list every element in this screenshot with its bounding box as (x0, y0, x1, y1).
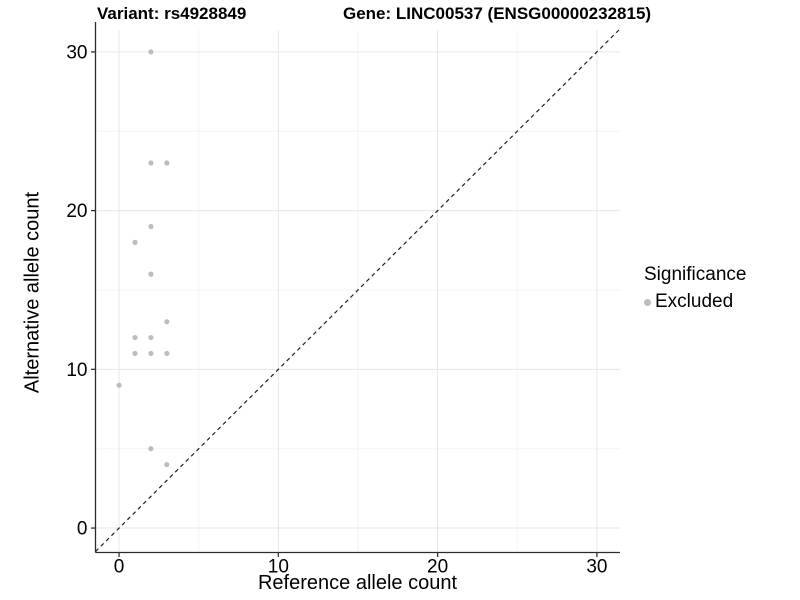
x-axis-label: Reference allele count (257, 572, 457, 594)
data-point (148, 350, 154, 357)
y-tick-label: 20 (66, 201, 87, 222)
data-point (132, 350, 138, 357)
legend: Significance Excluded (644, 264, 746, 313)
x-tick-label: 10 (268, 557, 289, 578)
data-point (116, 382, 122, 388)
legend-title: Significance (644, 264, 747, 285)
y-tick-label: 10 (66, 360, 87, 381)
data-point (148, 271, 154, 277)
legend-key-dot-icon (644, 298, 651, 306)
data-point (148, 446, 154, 452)
data-point (132, 239, 138, 245)
data-point (148, 160, 154, 166)
data-point (148, 49, 154, 55)
legend-item-excluded: Excluded (644, 291, 746, 313)
y-tick-label: 0 (77, 519, 88, 540)
data-point (148, 223, 154, 230)
x-tick-label: 20 (427, 557, 448, 578)
y-axis-label: Alternative allele count (21, 191, 44, 394)
x-tick-label: 30 (586, 557, 607, 578)
data-point (164, 350, 170, 357)
data-point (148, 334, 154, 341)
x-tick-label: 0 (114, 557, 125, 578)
identity-dashed-line (95, 29, 620, 552)
data-point (164, 160, 170, 166)
variant-title: Variant: rs4928849 (97, 4, 247, 23)
legend-item-label: Excluded (655, 291, 734, 312)
gene-title: Gene: LINC00537 (ENSG00000232815) (343, 4, 652, 23)
y-tick-label: 30 (66, 42, 87, 63)
data-point (132, 334, 138, 341)
data-point (164, 461, 170, 468)
data-point (164, 319, 170, 325)
